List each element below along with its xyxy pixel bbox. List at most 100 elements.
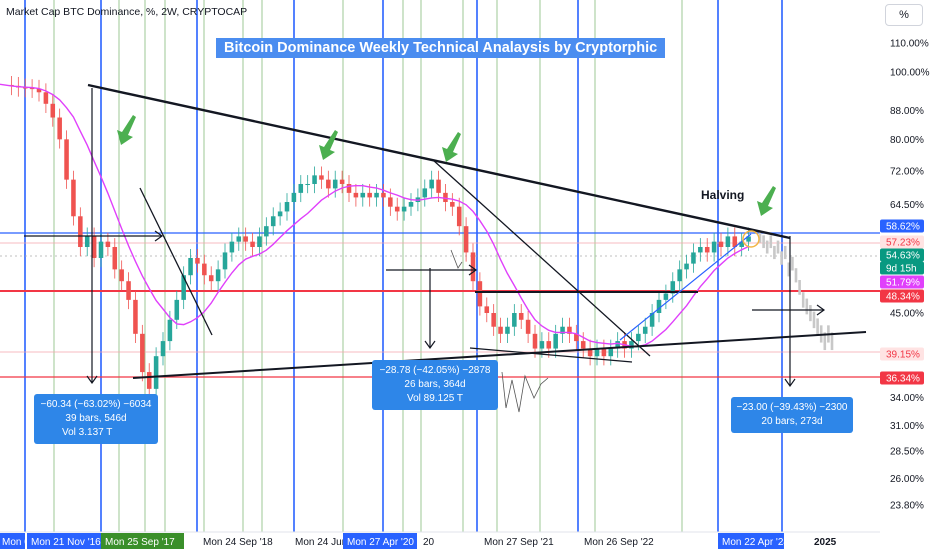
downtrend-line bbox=[139, 187, 213, 336]
time-axis-bg bbox=[0, 532, 880, 550]
date-label: Mon 22 Apr '24 bbox=[722, 537, 789, 548]
percent-scale-button[interactable]: % bbox=[885, 4, 923, 26]
candle bbox=[580, 341, 586, 349]
arrow-head bbox=[86, 375, 98, 385]
date-label: Mon 24 Jun '19 bbox=[295, 537, 364, 548]
candle bbox=[518, 313, 524, 320]
price-badges: 58.62% 57.23% 54.63% 9d 15h 51.79% 48.34% 39.1… bbox=[880, 219, 924, 385]
price-badge-label: 51.79% bbox=[886, 278, 920, 289]
projected-candle bbox=[787, 262, 791, 277]
projected-candle bbox=[801, 292, 805, 308]
price-badge-label: 48.34% bbox=[886, 292, 920, 303]
price-tick-label: 100.00% bbox=[890, 68, 930, 79]
candle bbox=[429, 179, 434, 189]
candle bbox=[560, 326, 565, 334]
measurement-box: −23.00 (−39.43%) −2300 20 bars, 273d bbox=[731, 397, 853, 433]
green-arrow-icon bbox=[117, 115, 136, 145]
candle bbox=[663, 293, 669, 300]
candle bbox=[236, 236, 242, 242]
date-label: Mon 24 Sep '18 bbox=[203, 537, 273, 548]
candle bbox=[587, 348, 593, 357]
candle bbox=[649, 313, 655, 327]
candle bbox=[84, 236, 90, 247]
candle bbox=[64, 139, 69, 180]
arrow-head bbox=[784, 378, 796, 388]
candle bbox=[436, 179, 441, 193]
candle bbox=[422, 188, 428, 198]
projected-candle bbox=[809, 305, 812, 322]
candle bbox=[181, 275, 186, 300]
candle bbox=[188, 257, 193, 276]
ascending-support-trendline bbox=[132, 331, 867, 379]
candle bbox=[711, 241, 717, 253]
candle bbox=[153, 356, 159, 389]
candle bbox=[470, 252, 476, 282]
measurement-volume: Vol 3.137 T bbox=[62, 427, 113, 438]
price-badge bbox=[880, 261, 924, 275]
projection-sketch bbox=[450, 249, 463, 269]
candle bbox=[594, 348, 600, 357]
price-badge-label: 9d 15h bbox=[886, 264, 917, 275]
measurement-change: −28.78 (−42.05%) −2878 bbox=[379, 365, 491, 376]
projected-candle bbox=[765, 240, 769, 254]
candle bbox=[491, 313, 496, 327]
candle bbox=[78, 216, 83, 247]
candle bbox=[642, 326, 648, 334]
candle bbox=[656, 299, 662, 313]
measurement-bars: 20 bars, 273d bbox=[761, 416, 823, 427]
price-badge-label: 39.15% bbox=[886, 350, 920, 361]
price-tick-label: 110.00% bbox=[890, 39, 929, 50]
candle bbox=[140, 333, 145, 373]
price-tick-label: 26.00% bbox=[890, 474, 924, 485]
candle bbox=[636, 333, 641, 342]
arrow-head bbox=[468, 264, 478, 276]
candle bbox=[746, 236, 751, 242]
candle bbox=[629, 341, 634, 349]
date-label: Mon 04 bbox=[2, 537, 36, 548]
halving-circle bbox=[742, 230, 760, 248]
price-badge-label: 57.23% bbox=[886, 238, 920, 249]
candle bbox=[704, 246, 710, 253]
candle bbox=[291, 192, 297, 203]
price-tick-label: 28.50% bbox=[890, 446, 924, 457]
candle bbox=[50, 103, 56, 118]
date-label: 2025 bbox=[814, 537, 837, 548]
projected-candle bbox=[773, 245, 776, 260]
price-tick-label: 31.00% bbox=[890, 421, 924, 432]
measurement-volume: Vol 89.125 T bbox=[407, 393, 463, 404]
candle bbox=[332, 179, 338, 189]
candle bbox=[567, 326, 572, 334]
candle bbox=[718, 241, 724, 247]
candle bbox=[250, 241, 255, 247]
date-label: Mon 27 Apr '20 bbox=[347, 537, 414, 548]
candle bbox=[456, 206, 462, 227]
candle bbox=[36, 88, 42, 93]
price-tick-label: 64.50% bbox=[890, 200, 924, 211]
price-tick-label: 23.80% bbox=[890, 501, 924, 512]
price-badge bbox=[880, 275, 924, 289]
candle bbox=[525, 319, 531, 334]
candle bbox=[512, 313, 517, 327]
candle bbox=[532, 333, 538, 349]
candle bbox=[670, 281, 676, 294]
candle bbox=[539, 341, 545, 349]
candle bbox=[443, 192, 448, 203]
arrow-head bbox=[816, 304, 826, 316]
candle bbox=[326, 179, 331, 189]
candle bbox=[608, 348, 614, 357]
price-badge bbox=[880, 347, 924, 361]
date-label: Mon 21 Nov '16 bbox=[31, 537, 101, 548]
candle bbox=[477, 281, 483, 307]
price-badge-label: 36.34% bbox=[886, 374, 920, 385]
measurement-box: −60.34 (−63.02%) −6034 39 bars, 546d Vol… bbox=[34, 394, 158, 444]
date-label-badge bbox=[27, 533, 101, 549]
projected-candle bbox=[769, 235, 773, 249]
price-tick-label: 34.00% bbox=[890, 393, 924, 404]
vertical-lines bbox=[24, 0, 783, 532]
candle bbox=[22, 87, 28, 89]
candle bbox=[339, 179, 345, 184]
candle bbox=[463, 226, 469, 253]
